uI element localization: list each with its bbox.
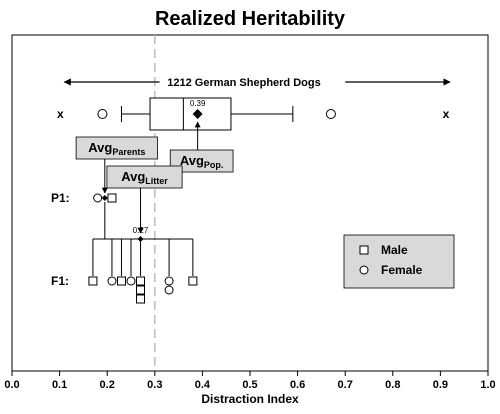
- legend-label-male: Male: [381, 243, 408, 257]
- x-tick-label: 0.9: [433, 379, 448, 391]
- offspring-female-marker: [126, 276, 136, 286]
- x-axis-label: Distraction Index: [201, 392, 299, 406]
- litter-callout-text: AvgLitter: [121, 169, 168, 186]
- population-callout-sub: Pop.: [204, 160, 224, 170]
- litter-callout-sub: Litter: [145, 176, 168, 186]
- offspring-male-marker: [136, 294, 146, 304]
- offspring-male-marker: [116, 276, 126, 286]
- offspring-male-marker: [136, 276, 146, 286]
- x-tick-label: 0.8: [385, 379, 400, 391]
- legend-marker-male: [359, 245, 369, 255]
- chart-title: Realized Heritability: [155, 8, 346, 30]
- offspring-female-marker: [107, 276, 117, 286]
- litter-mean-label: 0.27: [133, 226, 149, 235]
- population-extreme-marker: x: [443, 107, 450, 121]
- population-mean-label: 0.39: [190, 99, 206, 108]
- x-tick-label: 0.6: [290, 379, 305, 391]
- offspring-male-marker: [88, 276, 98, 286]
- x-tick-label: 0.1: [52, 379, 67, 391]
- offspring-male-marker: [188, 276, 198, 286]
- population-callout-text: AvgPop.: [180, 153, 224, 170]
- x-tick-label: 1.0: [480, 379, 495, 391]
- legend-label-female: Female: [381, 263, 423, 277]
- f1-row-label: F1:: [51, 274, 69, 288]
- parents-callout-sub: Parents: [112, 147, 145, 157]
- offspring-female-marker: [164, 285, 174, 295]
- x-tick-label: 0.7: [338, 379, 353, 391]
- parents-callout-text: AvgParents: [88, 140, 145, 157]
- chart-marks: 0.0 0.1 0.2 0.3 0.4 0.5 0.6 0.7 0.8 0.9 1.0 1212 Ge…: [4, 35, 496, 391]
- litter-callout-box: [106, 165, 183, 189]
- population-outlier-circle: [97, 109, 108, 119]
- x-tick-label: 0.4: [195, 379, 211, 391]
- x-tick-label: 0.0: [4, 379, 19, 391]
- x-tick-label: 0.5: [242, 379, 257, 391]
- litter-callout-main: Avg: [121, 169, 145, 184]
- offspring-female-marker: [164, 276, 174, 286]
- parents-callout-main: Avg: [88, 140, 112, 155]
- population-extreme-marker: x: [57, 107, 64, 121]
- x-tick-label: 0.2: [100, 379, 115, 391]
- legend-marker-female: [359, 265, 369, 275]
- p1-male-marker: [107, 193, 117, 203]
- population-callout-main: Avg: [180, 153, 204, 168]
- x-tick-label: 0.3: [147, 379, 162, 391]
- p1-row-label: P1:: [51, 191, 70, 205]
- population-label: 1212 German Shepherd Dogs: [167, 77, 320, 89]
- population-callout-box: [169, 149, 234, 173]
- offspring-male-marker: [136, 285, 146, 295]
- p1-female-marker: [93, 193, 103, 203]
- box-iqr: [149, 97, 232, 131]
- population-mean-diamond: [192, 109, 203, 119]
- population-outlier-circle: [325, 109, 336, 119]
- p1-mean-diamond: [101, 195, 108, 201]
- parents-callout-box: [75, 136, 158, 160]
- legend-box: [343, 234, 455, 289]
